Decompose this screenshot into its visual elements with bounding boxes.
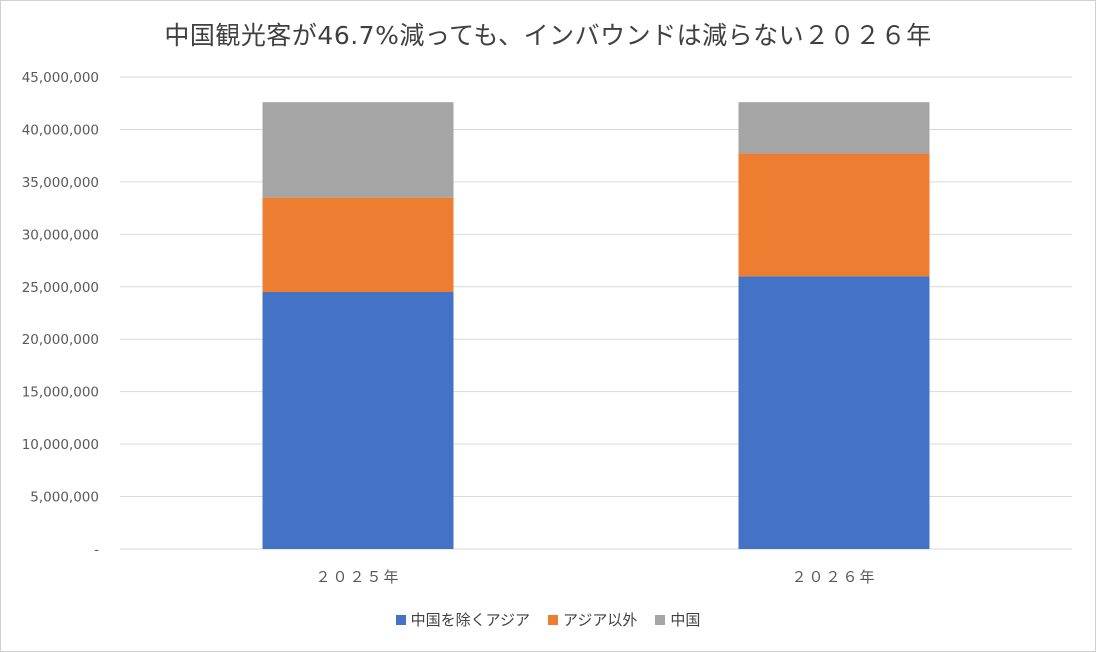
- bar-segment: [262, 292, 454, 549]
- y-tick-label: 35,000,000: [22, 175, 99, 191]
- x-category-label: ２０２６年: [791, 568, 876, 586]
- legend-item-china: 中国: [655, 609, 700, 630]
- legend-label: 中国: [670, 611, 701, 629]
- bar-segment: [738, 102, 930, 154]
- y-tick-label: 40,000,000: [22, 122, 99, 138]
- y-tick-label: 25,000,000: [22, 280, 99, 296]
- y-tick-label: 5,000,000: [30, 490, 99, 506]
- y-tick-label: -: [94, 542, 99, 558]
- x-category-label: ２０２５年: [315, 568, 400, 586]
- chart-legend: 中国を除くアジア アジア以外 中国: [0, 609, 1096, 630]
- y-tick-label: 30,000,000: [22, 227, 99, 243]
- legend-label: アジア以外: [562, 611, 638, 629]
- legend-swatch: [395, 614, 406, 625]
- legend-item-non-asia: アジア以外: [547, 609, 638, 630]
- bar-segment: [738, 153, 930, 277]
- y-tick-label: 45,000,000: [22, 70, 99, 86]
- bar-segment: [262, 102, 454, 198]
- legend-label: 中国を除くアジア: [410, 611, 530, 629]
- bar-segment: [738, 276, 930, 549]
- legend-swatch: [655, 614, 666, 625]
- bar-segment: [262, 197, 454, 293]
- y-tick-label: 15,000,000: [22, 385, 99, 401]
- chart-title: 中国観光客が46.7%減っても、インバウンドは減らない２０２６年: [164, 21, 932, 50]
- legend-swatch: [547, 614, 558, 625]
- legend-item-asia-ex-china: 中国を除くアジア: [395, 609, 530, 630]
- y-tick-label: 20,000,000: [22, 332, 99, 348]
- y-tick-label: 10,000,000: [22, 437, 99, 453]
